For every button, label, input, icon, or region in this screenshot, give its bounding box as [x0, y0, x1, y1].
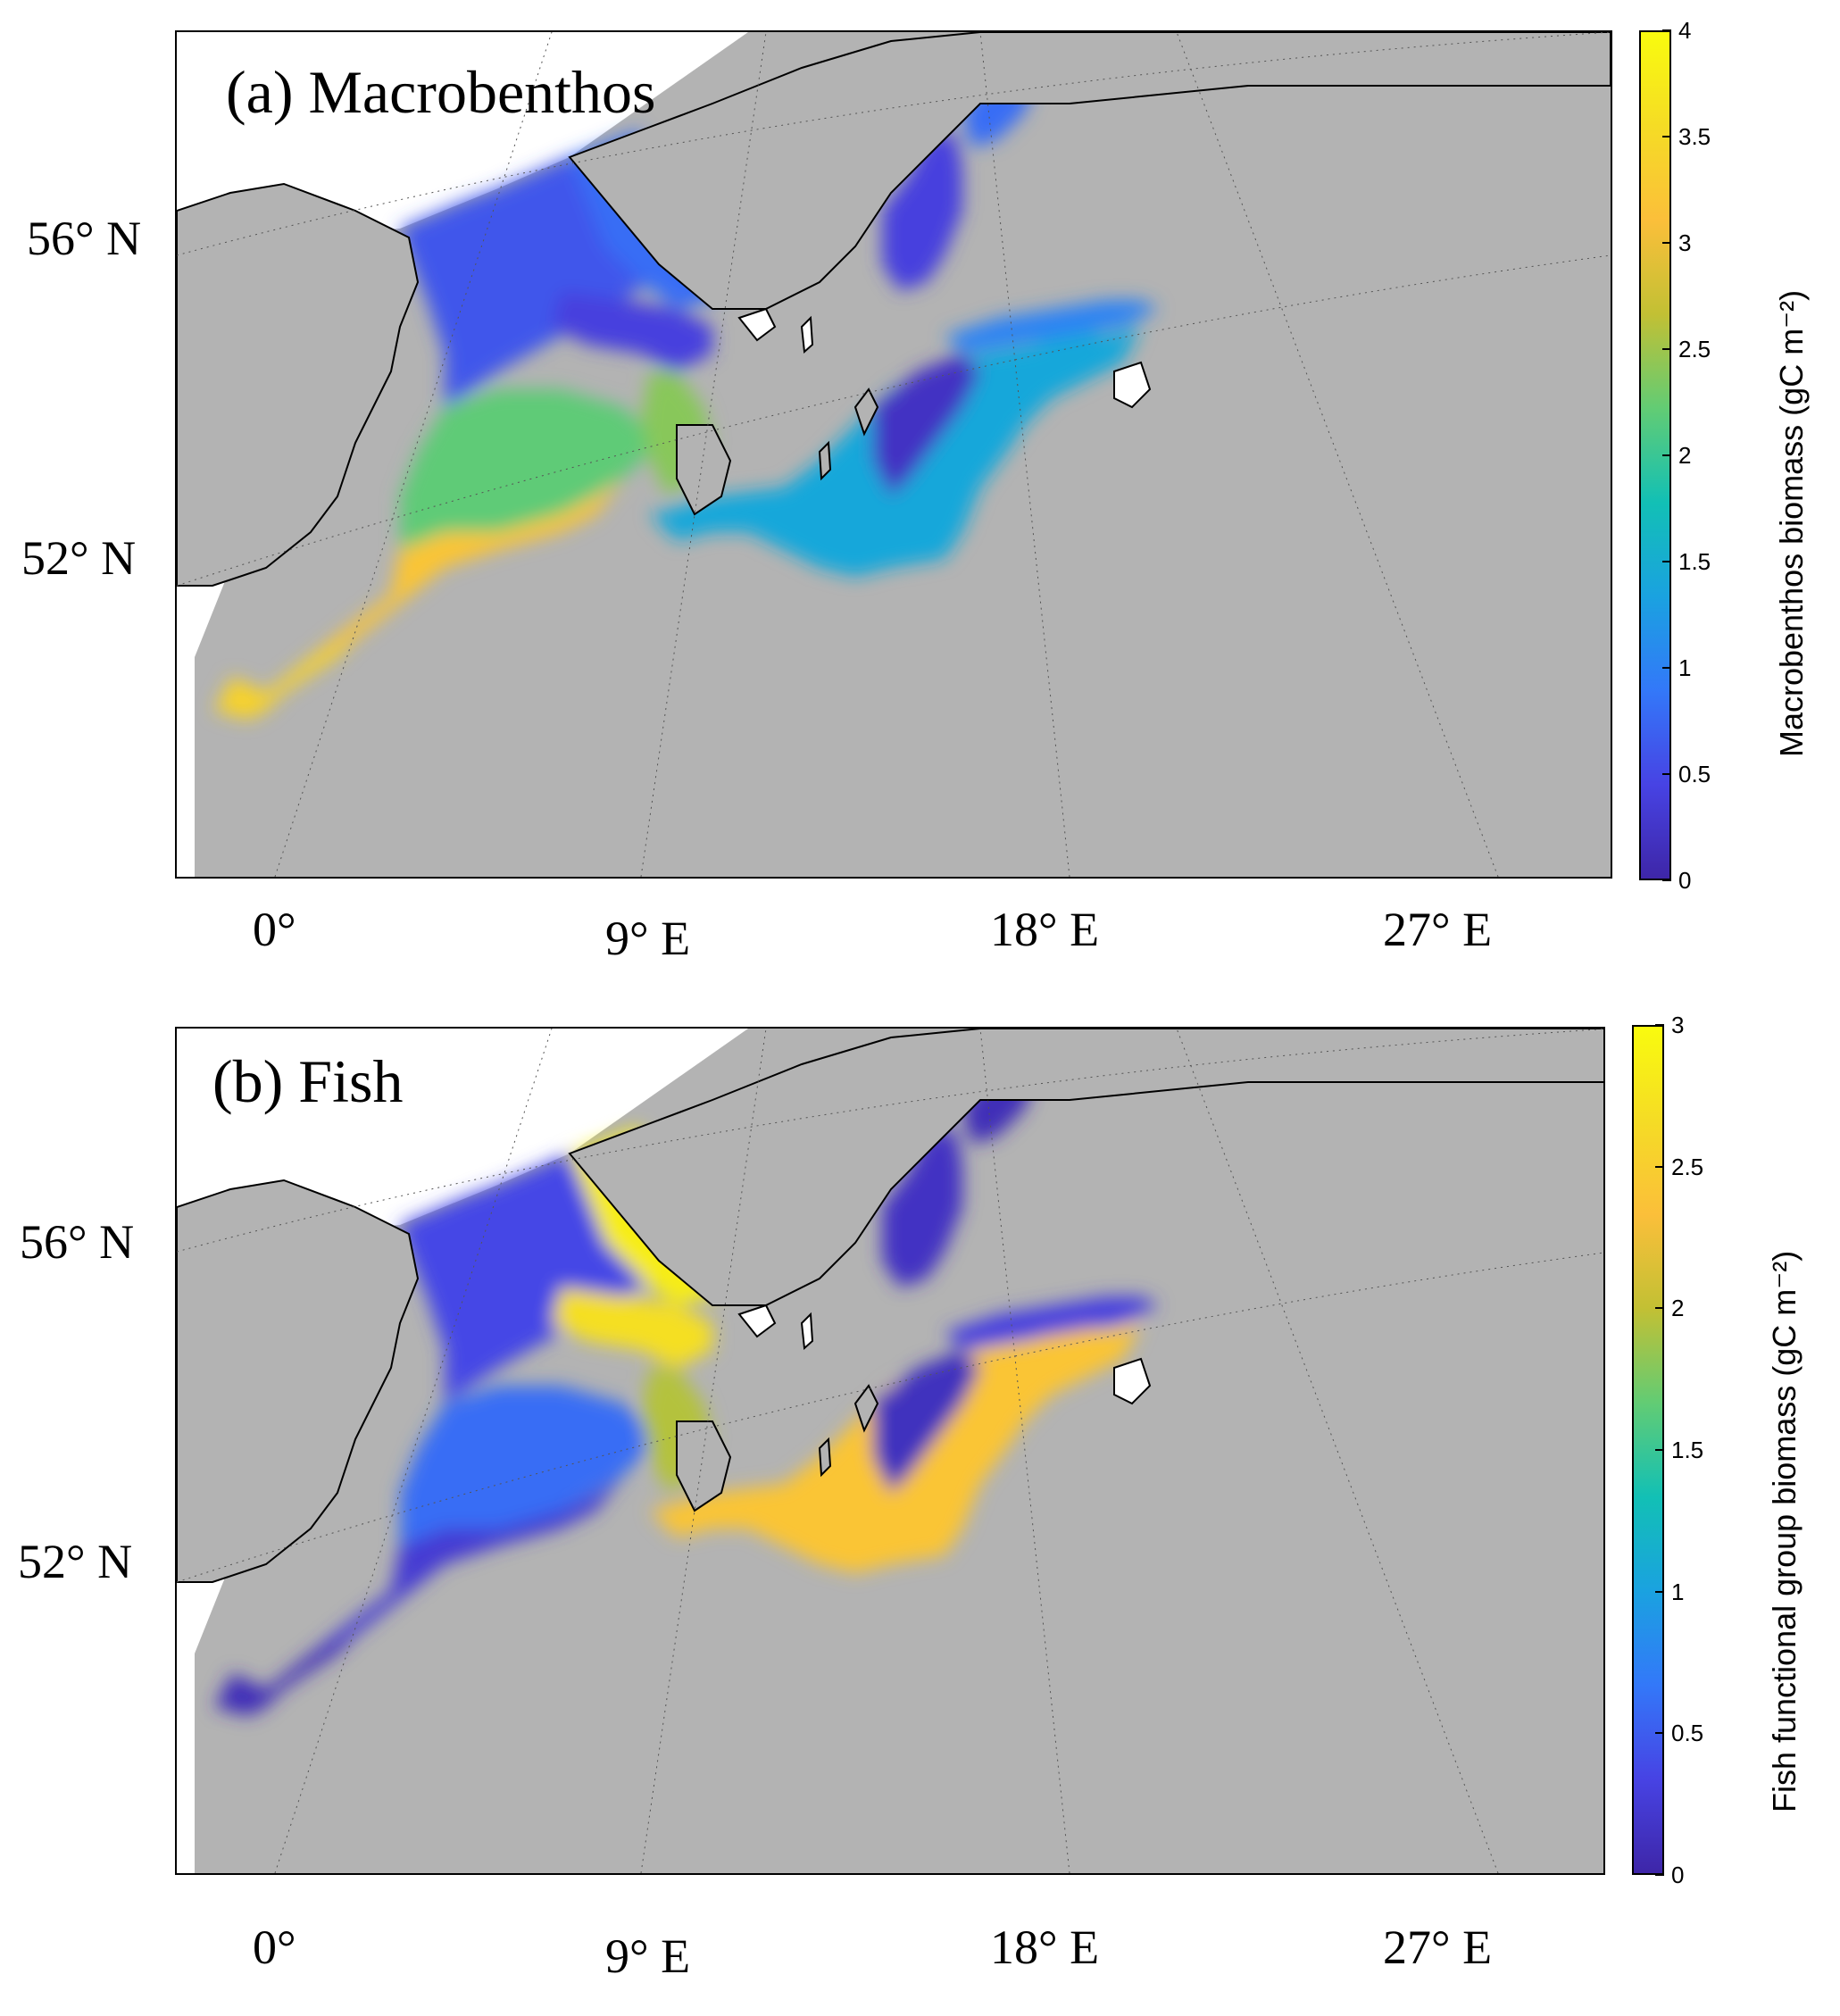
- lon-label-18e: 18° E: [990, 903, 1100, 956]
- map-canvas: [177, 32, 1611, 877]
- lake-ladoga: [1113, 1357, 1152, 1405]
- colorbar-tick-mark: [1662, 348, 1671, 350]
- gotland-island: [853, 387, 879, 437]
- denmark: [676, 1420, 732, 1512]
- colorbar-tick-mark: [1655, 1449, 1664, 1451]
- region-gotland-deep: [873, 354, 980, 496]
- colorbar-tick-label: 0: [1671, 1862, 1685, 1888]
- colorbar-tick-label: 2: [1678, 442, 1692, 469]
- graticule: [177, 32, 1611, 877]
- colorbar-tick-mark: [1655, 1024, 1664, 1026]
- region-southern-north-sea: [311, 479, 623, 657]
- colorbar-tick-label: 4: [1678, 17, 1692, 44]
- oland-island: [818, 1437, 832, 1478]
- region-central-north-sea: [400, 1386, 659, 1546]
- colorbar-tick-label: 0.5: [1678, 761, 1711, 787]
- lon-label-27e: 27° E: [1383, 903, 1493, 956]
- region-bothnian-sea: [882, 130, 962, 291]
- panel-title: (a) Macrobenthos: [226, 58, 656, 126]
- lat-label-56n: 56° N: [20, 1215, 135, 1269]
- colorbar-tick-mark: [1662, 29, 1671, 31]
- scotland: [177, 1179, 420, 1583]
- region-gotland-deep: [873, 1350, 980, 1493]
- graticule: [177, 1029, 1603, 1873]
- lon-label-27e: 27° E: [1383, 1920, 1493, 1974]
- colorbar-tick-mark: [1655, 1165, 1664, 1168]
- lon-label-0: 0°: [253, 1920, 296, 1974]
- map-canvas: [177, 1029, 1603, 1873]
- fish-map: [175, 1027, 1605, 1875]
- lake-ladoga: [1113, 361, 1152, 409]
- gotland-island: [853, 1384, 879, 1433]
- region-gulf-of-finland: [945, 1296, 1159, 1350]
- lon-label-0: 0°: [253, 903, 296, 956]
- colorbar-tick-mark: [1655, 1307, 1664, 1310]
- region-gulf-of-finland: [945, 300, 1159, 354]
- lat-label-52n: 52° N: [18, 1535, 133, 1588]
- macrobenthos-map: [175, 30, 1612, 879]
- oland-island: [818, 440, 832, 481]
- colorbar-tick-label: 2: [1671, 1295, 1685, 1322]
- lon-label-9e: 9° E: [605, 912, 691, 965]
- colorbar-tick-label: 2.5: [1671, 1153, 1704, 1180]
- macrobenthos-panel: (a) Macrobenthos 56° N 52° N 0° 9° E 18°…: [0, 0, 1840, 1000]
- colorbar-tick-mark: [1662, 773, 1671, 775]
- lake-vanern: [737, 307, 777, 342]
- region-english-channel: [214, 639, 355, 720]
- colorbar-tick-mark: [1662, 667, 1671, 669]
- colorbar-tick-mark: [1655, 1590, 1664, 1593]
- denmark: [676, 424, 732, 516]
- colorbar-tick-mark: [1662, 879, 1671, 881]
- scotland: [177, 182, 420, 587]
- colorbar-tick-label: 0: [1678, 867, 1692, 894]
- outside-projection: [177, 32, 748, 246]
- lon-label-18e: 18° E: [990, 1920, 1100, 1974]
- region-southern-north-sea: [311, 1475, 623, 1654]
- colorbar-tick-mark: [1662, 454, 1671, 456]
- lat-label-56n: 56° N: [27, 212, 142, 265]
- lon-label-9e: 9° E: [605, 1929, 691, 1983]
- colorbar-tick-mark: [1655, 1732, 1664, 1735]
- lat-label-52n: 52° N: [21, 531, 137, 585]
- region-bothnian-sea: [882, 1127, 962, 1287]
- colorbar-tick-label: 3.5: [1678, 123, 1711, 150]
- region-skagerrak: [552, 291, 712, 371]
- region-skagerrak: [552, 1287, 712, 1368]
- colorbar-tick-mark: [1655, 1874, 1664, 1876]
- colorbar-label: Fish functional group biomass (gC m⁻²): [1766, 1250, 1803, 1812]
- lake-vattern: [800, 1312, 814, 1351]
- colorbar-tick-label: 2.5: [1678, 336, 1711, 362]
- region-english-channel: [214, 1636, 355, 1716]
- colorbar-tick-label: 1: [1678, 654, 1692, 681]
- colorbar-tick-label: 1.5: [1678, 548, 1711, 575]
- panel-title: (b) Fish: [212, 1047, 404, 1115]
- colorbar-tick-label: 1.5: [1671, 1437, 1704, 1463]
- lake-vanern: [737, 1304, 777, 1338]
- outside-projection: [177, 1029, 748, 1243]
- region-central-north-sea: [400, 389, 659, 550]
- colorbar-tick-label: 1: [1671, 1578, 1685, 1605]
- colorbar-tick-mark: [1662, 136, 1671, 137]
- colorbar-tick-label: 0.5: [1671, 1720, 1704, 1747]
- colorbar-tick-label: 3: [1678, 229, 1692, 256]
- colorbar-tick-label: 3: [1671, 1012, 1685, 1038]
- lake-vattern: [800, 315, 814, 354]
- colorbar-tick-mark: [1662, 561, 1671, 562]
- colorbar-tick-mark: [1662, 242, 1671, 244]
